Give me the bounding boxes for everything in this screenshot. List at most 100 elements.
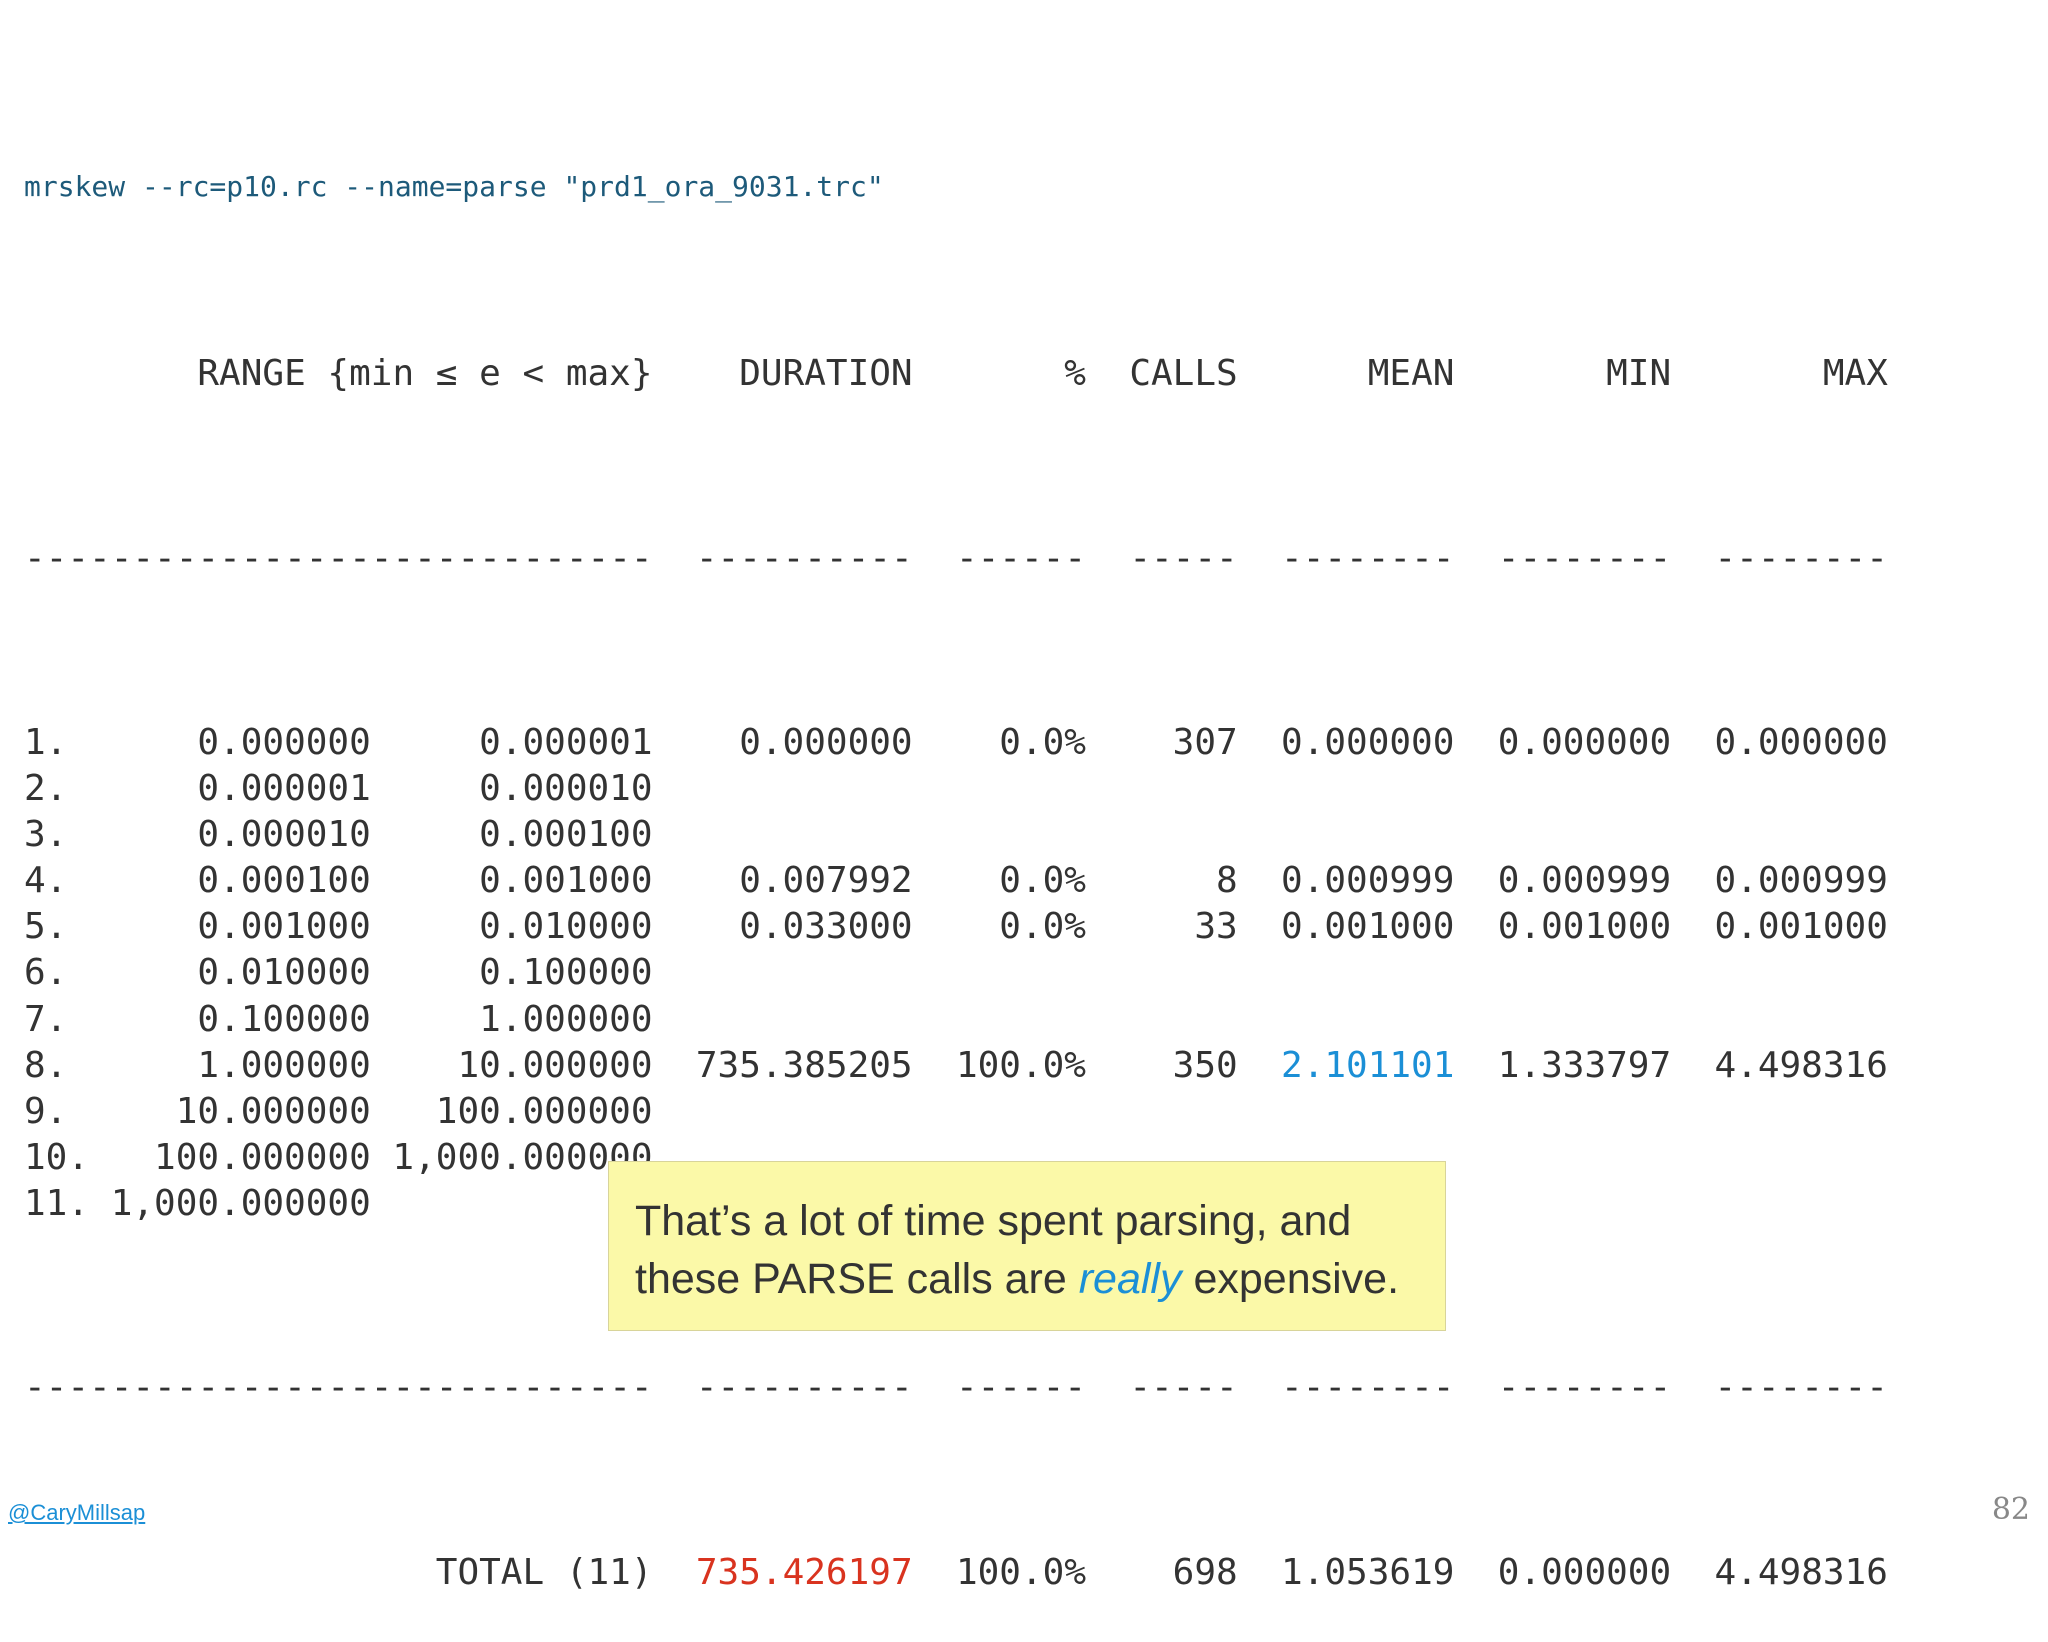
header-pct: % (1064, 353, 1086, 395)
total-label: TOTAL (11) (435, 1551, 653, 1593)
total-min: 0.000000 (1497, 1551, 1672, 1593)
callout-text-before: That’s a lot of time spent parsing, and … (635, 1197, 1352, 1303)
table-row: 6. 0.010000 0.100000 (24, 950, 1888, 996)
header-mean: MEAN (1367, 353, 1455, 395)
row-number: 6. (24, 952, 68, 994)
row-pct: 0.0% (999, 860, 1086, 902)
row-range-max: 1.000000 (479, 998, 653, 1040)
row-number: 10. (24, 1136, 90, 1178)
separator-min: -------- (1497, 1367, 1672, 1409)
table-row: 3. 0.000010 0.000100 (24, 812, 1888, 858)
row-range-max: 0.000001 (479, 721, 653, 763)
page-number: 82 (1991, 1492, 2030, 1527)
separator-mean: -------- (1281, 1367, 1455, 1409)
row-range-min: 0.000001 (197, 768, 371, 810)
row-max: 4.498316 (1714, 1044, 1888, 1086)
total-mean: 1.053619 (1281, 1551, 1455, 1593)
separator-mean: -------- (1281, 537, 1455, 579)
row-mean: 0.001000 (1281, 906, 1455, 948)
header-duration: DURATION (739, 353, 913, 395)
row-mean: 0.000000 (1281, 721, 1455, 763)
header-min: MIN (1606, 353, 1672, 395)
table-row: 4. 0.000100 0.001000 0.007992 0.0% 8 0.000999 0… (24, 858, 1888, 904)
row-range-min: 0.010000 (197, 952, 371, 994)
row-pct: 0.0% (999, 906, 1086, 948)
callout-emphasis: really (1078, 1255, 1182, 1303)
callout-box: That’s a lot of time spent parsing, and … (608, 1161, 1446, 1331)
row-min: 1.333797 (1497, 1044, 1672, 1086)
row-range-min: 0.000000 (197, 721, 371, 763)
row-duration: 0.000000 (739, 721, 913, 763)
row-duration: 735.385205 (695, 1044, 913, 1086)
command-line: mrskew --rc=p10.rc --name=parse "prd1_or… (24, 170, 884, 203)
table-row: 7. 0.100000 1.000000 (24, 997, 1888, 1043)
separator-calls: ----- (1129, 1367, 1238, 1409)
row-max: 0.001000 (1714, 906, 1888, 948)
total-row: TOTAL (11) 735.426197 100.0% 698 1.053619 0.0… (24, 1550, 1888, 1596)
header-max: MAX (1822, 353, 1888, 395)
row-max: 0.000000 (1714, 721, 1888, 763)
separator-pct: ------ (955, 1367, 1086, 1409)
row-number: 8. (24, 1044, 68, 1086)
separator-range: ----------------------------- (24, 537, 653, 579)
row-range-min: 0.000100 (197, 860, 371, 902)
row-number: 1. (24, 721, 68, 763)
row-range-max: 0.001000 (479, 860, 653, 902)
total-duration: 735.426197 (695, 1551, 913, 1593)
row-number: 4. (24, 860, 68, 902)
callout-text-after: expensive. (1181, 1255, 1400, 1303)
row-calls: 307 (1172, 721, 1238, 763)
separator-max: -------- (1714, 537, 1888, 579)
separator-min: -------- (1497, 537, 1672, 579)
row-pct: 0.0% (999, 721, 1086, 763)
row-range-max: 0.100000 (479, 952, 653, 994)
row-pct: 100.0% (955, 1044, 1086, 1086)
separator-range: ----------------------------- (24, 1367, 653, 1409)
table-row: 2. 0.000001 0.000010 (24, 766, 1888, 812)
separator-max: -------- (1714, 1367, 1888, 1409)
row-range-min: 0.001000 (197, 906, 371, 948)
row-max: 0.000999 (1714, 860, 1888, 902)
row-number: 3. (24, 814, 68, 856)
row-calls: 8 (1215, 860, 1238, 902)
row-min: 0.001000 (1497, 906, 1672, 948)
header-range: RANGE {min ≤ e < max} (197, 353, 653, 395)
report-table: RANGE {min ≤ e < max} DURATION% CALLS MEAN M… (24, 259, 1888, 1642)
row-mean: 0.000999 (1281, 860, 1455, 902)
header-calls: CALLS (1129, 353, 1238, 395)
header-row: RANGE {min ≤ e < max} DURATION% CALLS MEAN M… (24, 351, 1888, 397)
row-number: 11. (24, 1182, 90, 1224)
row-range-min: 100.000000 (154, 1136, 371, 1178)
table-row: 5. 0.001000 0.010000 0.033000 0.0% 33 0.001000… (24, 904, 1888, 950)
row-number: 2. (24, 768, 68, 810)
row-number: 5. (24, 906, 68, 948)
row-range-min: 0.000010 (197, 814, 371, 856)
total-max: 4.498316 (1714, 1551, 1888, 1593)
row-calls: 350 (1172, 1044, 1238, 1086)
total-pct: 100.0% (955, 1551, 1086, 1593)
separator-row: ----------------------------- ---------- -… (24, 536, 1888, 582)
row-range-max: 0.010000 (479, 906, 653, 948)
separator-pct: ------ (955, 537, 1086, 579)
separator-row-bottom: ----------------------------- ---------- -… (24, 1365, 1888, 1411)
row-range-min: 1.000000 (197, 1044, 371, 1086)
row-duration: 0.007992 (739, 860, 913, 902)
row-mean: 2.101101 (1281, 1044, 1455, 1086)
row-range-max: 10.000000 (457, 1044, 653, 1086)
twitter-handle-link[interactable]: @CaryMillsap (8, 1500, 146, 1525)
row-duration: 0.033000 (739, 906, 913, 948)
table-row: 1. 0.000000 0.000001 0.000000 0.0% 307 0.00000… (24, 720, 1888, 766)
row-min: 0.000999 (1497, 860, 1672, 902)
row-calls: 33 (1194, 906, 1238, 948)
row-range-max: 100.000000 (435, 1090, 653, 1132)
separator-calls: ----- (1129, 537, 1238, 579)
row-range-min: 10.000000 (175, 1090, 371, 1132)
row-range-min: 0.100000 (197, 998, 371, 1040)
row-range-max: 0.000100 (479, 814, 653, 856)
row-number: 7. (24, 998, 68, 1040)
row-range-max: 0.000010 (479, 768, 653, 810)
separator-duration: ---------- (695, 1367, 913, 1409)
total-calls: 698 (1172, 1551, 1238, 1593)
row-number: 9. (24, 1090, 68, 1132)
separator-duration: ---------- (695, 537, 913, 579)
